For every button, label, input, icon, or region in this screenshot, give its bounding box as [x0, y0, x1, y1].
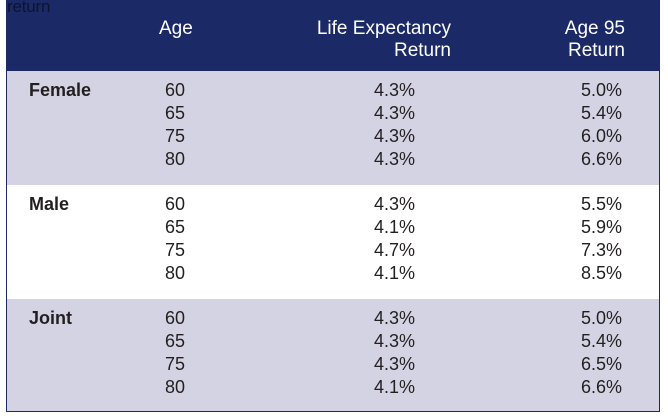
- life-expectancy-cell: 4.3%: [373, 80, 415, 100]
- age-cell: 80: [165, 263, 186, 283]
- group-label: Male: [29, 194, 70, 214]
- age-95-cell: 5.4%: [580, 331, 622, 351]
- age-cell: 75: [165, 354, 186, 374]
- header-age-95-return: Age 95 Return: [565, 18, 625, 62]
- age-95-cell: 6.6%: [580, 377, 622, 397]
- group-joint: Joint 60 4.3% 5.0% 65 4.3% 5.4% 75 4.3% …: [7, 299, 659, 411]
- age-cell: 65: [165, 331, 186, 351]
- age-cell: 65: [165, 103, 186, 123]
- table-row: 75 4.7% 7.3%: [7, 240, 659, 263]
- age-95-cell: 6.6%: [580, 149, 622, 169]
- table-row: 75 4.3% 6.5%: [7, 354, 659, 377]
- age-95-cell: 5.0%: [580, 80, 622, 100]
- table-row: 65 4.3% 5.4%: [7, 103, 659, 126]
- life-expectancy-cell: 4.3%: [373, 149, 415, 169]
- header-a95-line2: Return: [567, 40, 625, 61]
- table-row: 60 4.3% 5.0%: [7, 308, 659, 331]
- header-life-expectancy-return: Life Expectancy Return: [317, 18, 451, 62]
- life-expectancy-cell: 4.3%: [373, 308, 415, 328]
- header-a95-line1: Age 95: [564, 18, 625, 39]
- age-95-cell: 8.5%: [580, 263, 622, 283]
- life-expectancy-cell: 4.3%: [373, 126, 415, 146]
- table-row: 60 4.3% 5.5%: [7, 194, 659, 217]
- stray-header-text: return: [7, 0, 51, 16]
- age-cell: 60: [165, 194, 186, 214]
- age-95-cell: 5.9%: [580, 217, 622, 237]
- table-header: return Age Life Expectancy Return Age 95…: [7, 1, 659, 71]
- header-life-line1: Life Expectancy: [316, 18, 451, 39]
- table-row: 80 4.1% 6.6%: [7, 377, 659, 400]
- age-cell: 60: [165, 308, 186, 328]
- return-table: return Age Life Expectancy Return Age 95…: [6, 0, 660, 412]
- age-cell: 75: [165, 240, 186, 260]
- table-row: 80 4.3% 6.6%: [7, 149, 659, 172]
- life-expectancy-cell: 4.3%: [373, 194, 415, 214]
- life-expectancy-cell: 4.1%: [373, 217, 415, 237]
- table-row: 65 4.1% 5.9%: [7, 217, 659, 240]
- table-row: 60 4.3% 5.0%: [7, 80, 659, 103]
- age-cell: 80: [165, 377, 186, 397]
- age-cell: 75: [165, 126, 186, 146]
- table-row: 80 4.1% 8.5%: [7, 263, 659, 286]
- age-cell: 80: [165, 149, 186, 169]
- age-95-cell: 5.0%: [580, 308, 622, 328]
- age-95-cell: 7.3%: [580, 240, 622, 260]
- header-life-line2: Return: [393, 40, 451, 61]
- table-row: 65 4.3% 5.4%: [7, 331, 659, 354]
- age-95-cell: 5.4%: [580, 103, 622, 123]
- group-male: Male 60 4.3% 5.5% 65 4.1% 5.9% 75 4.7% 7…: [7, 185, 659, 299]
- life-expectancy-cell: 4.3%: [373, 103, 415, 123]
- age-95-cell: 5.5%: [580, 194, 622, 214]
- life-expectancy-cell: 4.3%: [373, 354, 415, 374]
- life-expectancy-cell: 4.1%: [373, 377, 415, 397]
- table-row: 75 4.3% 6.0%: [7, 126, 659, 149]
- group-label: Joint: [29, 308, 72, 328]
- age-cell: 65: [165, 217, 186, 237]
- age-95-cell: 6.5%: [580, 354, 622, 374]
- group-label: Female: [29, 80, 92, 100]
- life-expectancy-cell: 4.7%: [373, 240, 415, 260]
- age-cell: 60: [165, 80, 186, 100]
- age-95-cell: 6.0%: [580, 126, 622, 146]
- life-expectancy-cell: 4.1%: [373, 263, 415, 283]
- life-expectancy-cell: 4.3%: [373, 331, 415, 351]
- group-female: Female 60 4.3% 5.0% 65 4.3% 5.4% 75 4.3%…: [7, 71, 659, 185]
- header-age: Age: [159, 18, 193, 39]
